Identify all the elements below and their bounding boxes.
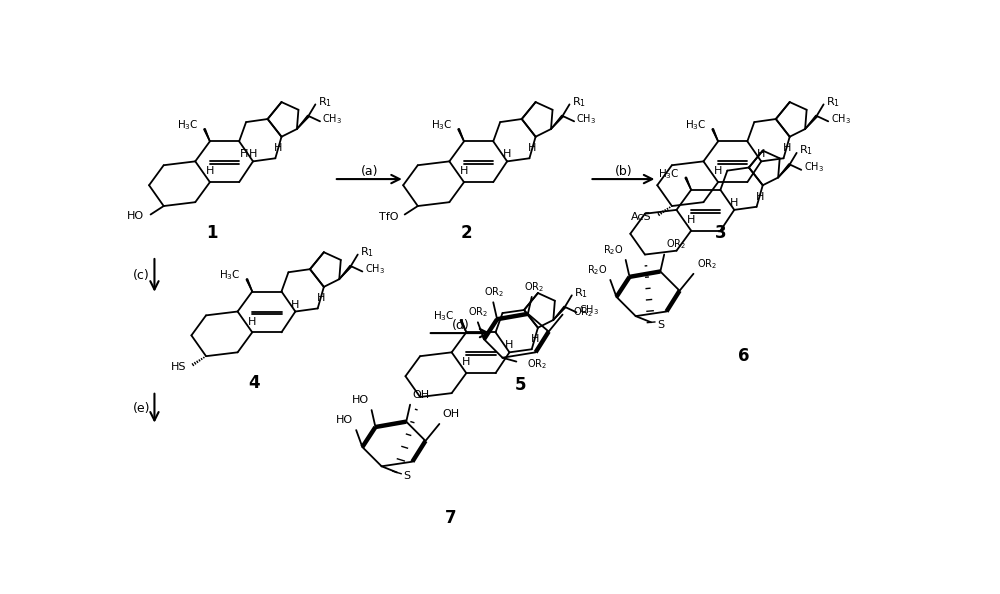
Text: H: H bbox=[249, 150, 257, 159]
Text: 7: 7 bbox=[445, 509, 457, 527]
Text: OR$_2$: OR$_2$ bbox=[527, 357, 547, 371]
Polygon shape bbox=[297, 115, 309, 129]
Text: H: H bbox=[460, 166, 468, 176]
Polygon shape bbox=[460, 320, 466, 332]
Text: H: H bbox=[528, 143, 537, 153]
Text: R$_1$: R$_1$ bbox=[318, 95, 332, 109]
Text: OR$_2$: OR$_2$ bbox=[666, 238, 687, 251]
Text: R$_2$O: R$_2$O bbox=[603, 243, 623, 257]
Polygon shape bbox=[778, 164, 790, 178]
Text: H$_3$C: H$_3$C bbox=[433, 309, 455, 323]
Text: (b): (b) bbox=[615, 165, 632, 178]
Text: H̅: H̅ bbox=[240, 150, 249, 159]
Text: H: H bbox=[531, 334, 539, 345]
Text: (e): (e) bbox=[133, 402, 150, 415]
Text: H: H bbox=[505, 340, 514, 350]
Text: OH: OH bbox=[412, 390, 430, 400]
Text: 1: 1 bbox=[206, 224, 218, 242]
Text: H: H bbox=[248, 317, 256, 327]
Text: (c): (c) bbox=[133, 269, 150, 282]
Text: H: H bbox=[291, 299, 300, 309]
Text: S: S bbox=[657, 320, 664, 330]
Text: CH$_3$: CH$_3$ bbox=[365, 263, 385, 276]
Polygon shape bbox=[458, 129, 464, 141]
Text: HS: HS bbox=[171, 362, 186, 372]
Text: CH$_3$: CH$_3$ bbox=[804, 160, 824, 175]
Text: 3: 3 bbox=[715, 224, 726, 242]
Text: TfO: TfO bbox=[379, 212, 399, 222]
Text: 6: 6 bbox=[738, 347, 749, 365]
Text: HO: HO bbox=[127, 211, 144, 221]
Text: R$_1$: R$_1$ bbox=[572, 95, 586, 109]
Text: CH$_3$: CH$_3$ bbox=[322, 112, 342, 126]
Text: H: H bbox=[755, 192, 764, 202]
Text: H: H bbox=[317, 293, 325, 304]
Text: H$_3$C: H$_3$C bbox=[177, 118, 198, 132]
Text: (d): (d) bbox=[452, 319, 469, 332]
Text: CH$_3$: CH$_3$ bbox=[831, 112, 851, 126]
Text: R$_1$: R$_1$ bbox=[826, 95, 840, 109]
Text: H$_3$C: H$_3$C bbox=[658, 167, 680, 181]
Text: AcS: AcS bbox=[631, 212, 652, 222]
Text: HO: HO bbox=[336, 415, 353, 425]
Polygon shape bbox=[204, 129, 210, 141]
Text: H$_3$C: H$_3$C bbox=[431, 118, 452, 132]
Text: 2: 2 bbox=[460, 224, 472, 242]
Text: (a): (a) bbox=[361, 165, 378, 178]
Text: CH$_3$: CH$_3$ bbox=[576, 112, 596, 126]
Text: OR$_2$: OR$_2$ bbox=[484, 285, 504, 299]
Text: 5: 5 bbox=[514, 377, 526, 394]
Polygon shape bbox=[685, 177, 691, 190]
Text: OR$_2$: OR$_2$ bbox=[524, 280, 544, 294]
Text: R$_1$: R$_1$ bbox=[574, 286, 588, 300]
Polygon shape bbox=[551, 115, 563, 129]
Text: OR$_2$: OR$_2$ bbox=[468, 305, 488, 319]
Text: H: H bbox=[757, 150, 765, 159]
Text: CH$_3$: CH$_3$ bbox=[579, 303, 599, 317]
Polygon shape bbox=[712, 129, 718, 141]
Text: H$_3$C: H$_3$C bbox=[219, 268, 241, 282]
Text: H: H bbox=[687, 215, 695, 225]
Polygon shape bbox=[339, 266, 352, 279]
Text: S: S bbox=[403, 470, 410, 481]
Text: H: H bbox=[274, 143, 283, 153]
Text: R$_2$O: R$_2$O bbox=[587, 263, 607, 277]
Text: H: H bbox=[730, 198, 738, 208]
Text: R$_1$: R$_1$ bbox=[799, 144, 813, 157]
Text: OR$_2$: OR$_2$ bbox=[697, 257, 717, 271]
Text: OH: OH bbox=[442, 409, 460, 419]
Text: H$_3$C: H$_3$C bbox=[685, 118, 707, 132]
Text: R$_1$: R$_1$ bbox=[360, 245, 374, 259]
Text: H: H bbox=[503, 150, 511, 159]
Text: 4: 4 bbox=[249, 374, 260, 392]
Polygon shape bbox=[805, 115, 817, 129]
Text: H: H bbox=[206, 166, 214, 176]
Polygon shape bbox=[246, 279, 252, 292]
Text: H: H bbox=[714, 166, 722, 176]
Text: HO: HO bbox=[352, 395, 369, 405]
Text: H: H bbox=[782, 143, 791, 153]
Polygon shape bbox=[553, 307, 566, 320]
Text: H: H bbox=[462, 358, 470, 367]
Text: OR$_2$: OR$_2$ bbox=[573, 305, 593, 319]
